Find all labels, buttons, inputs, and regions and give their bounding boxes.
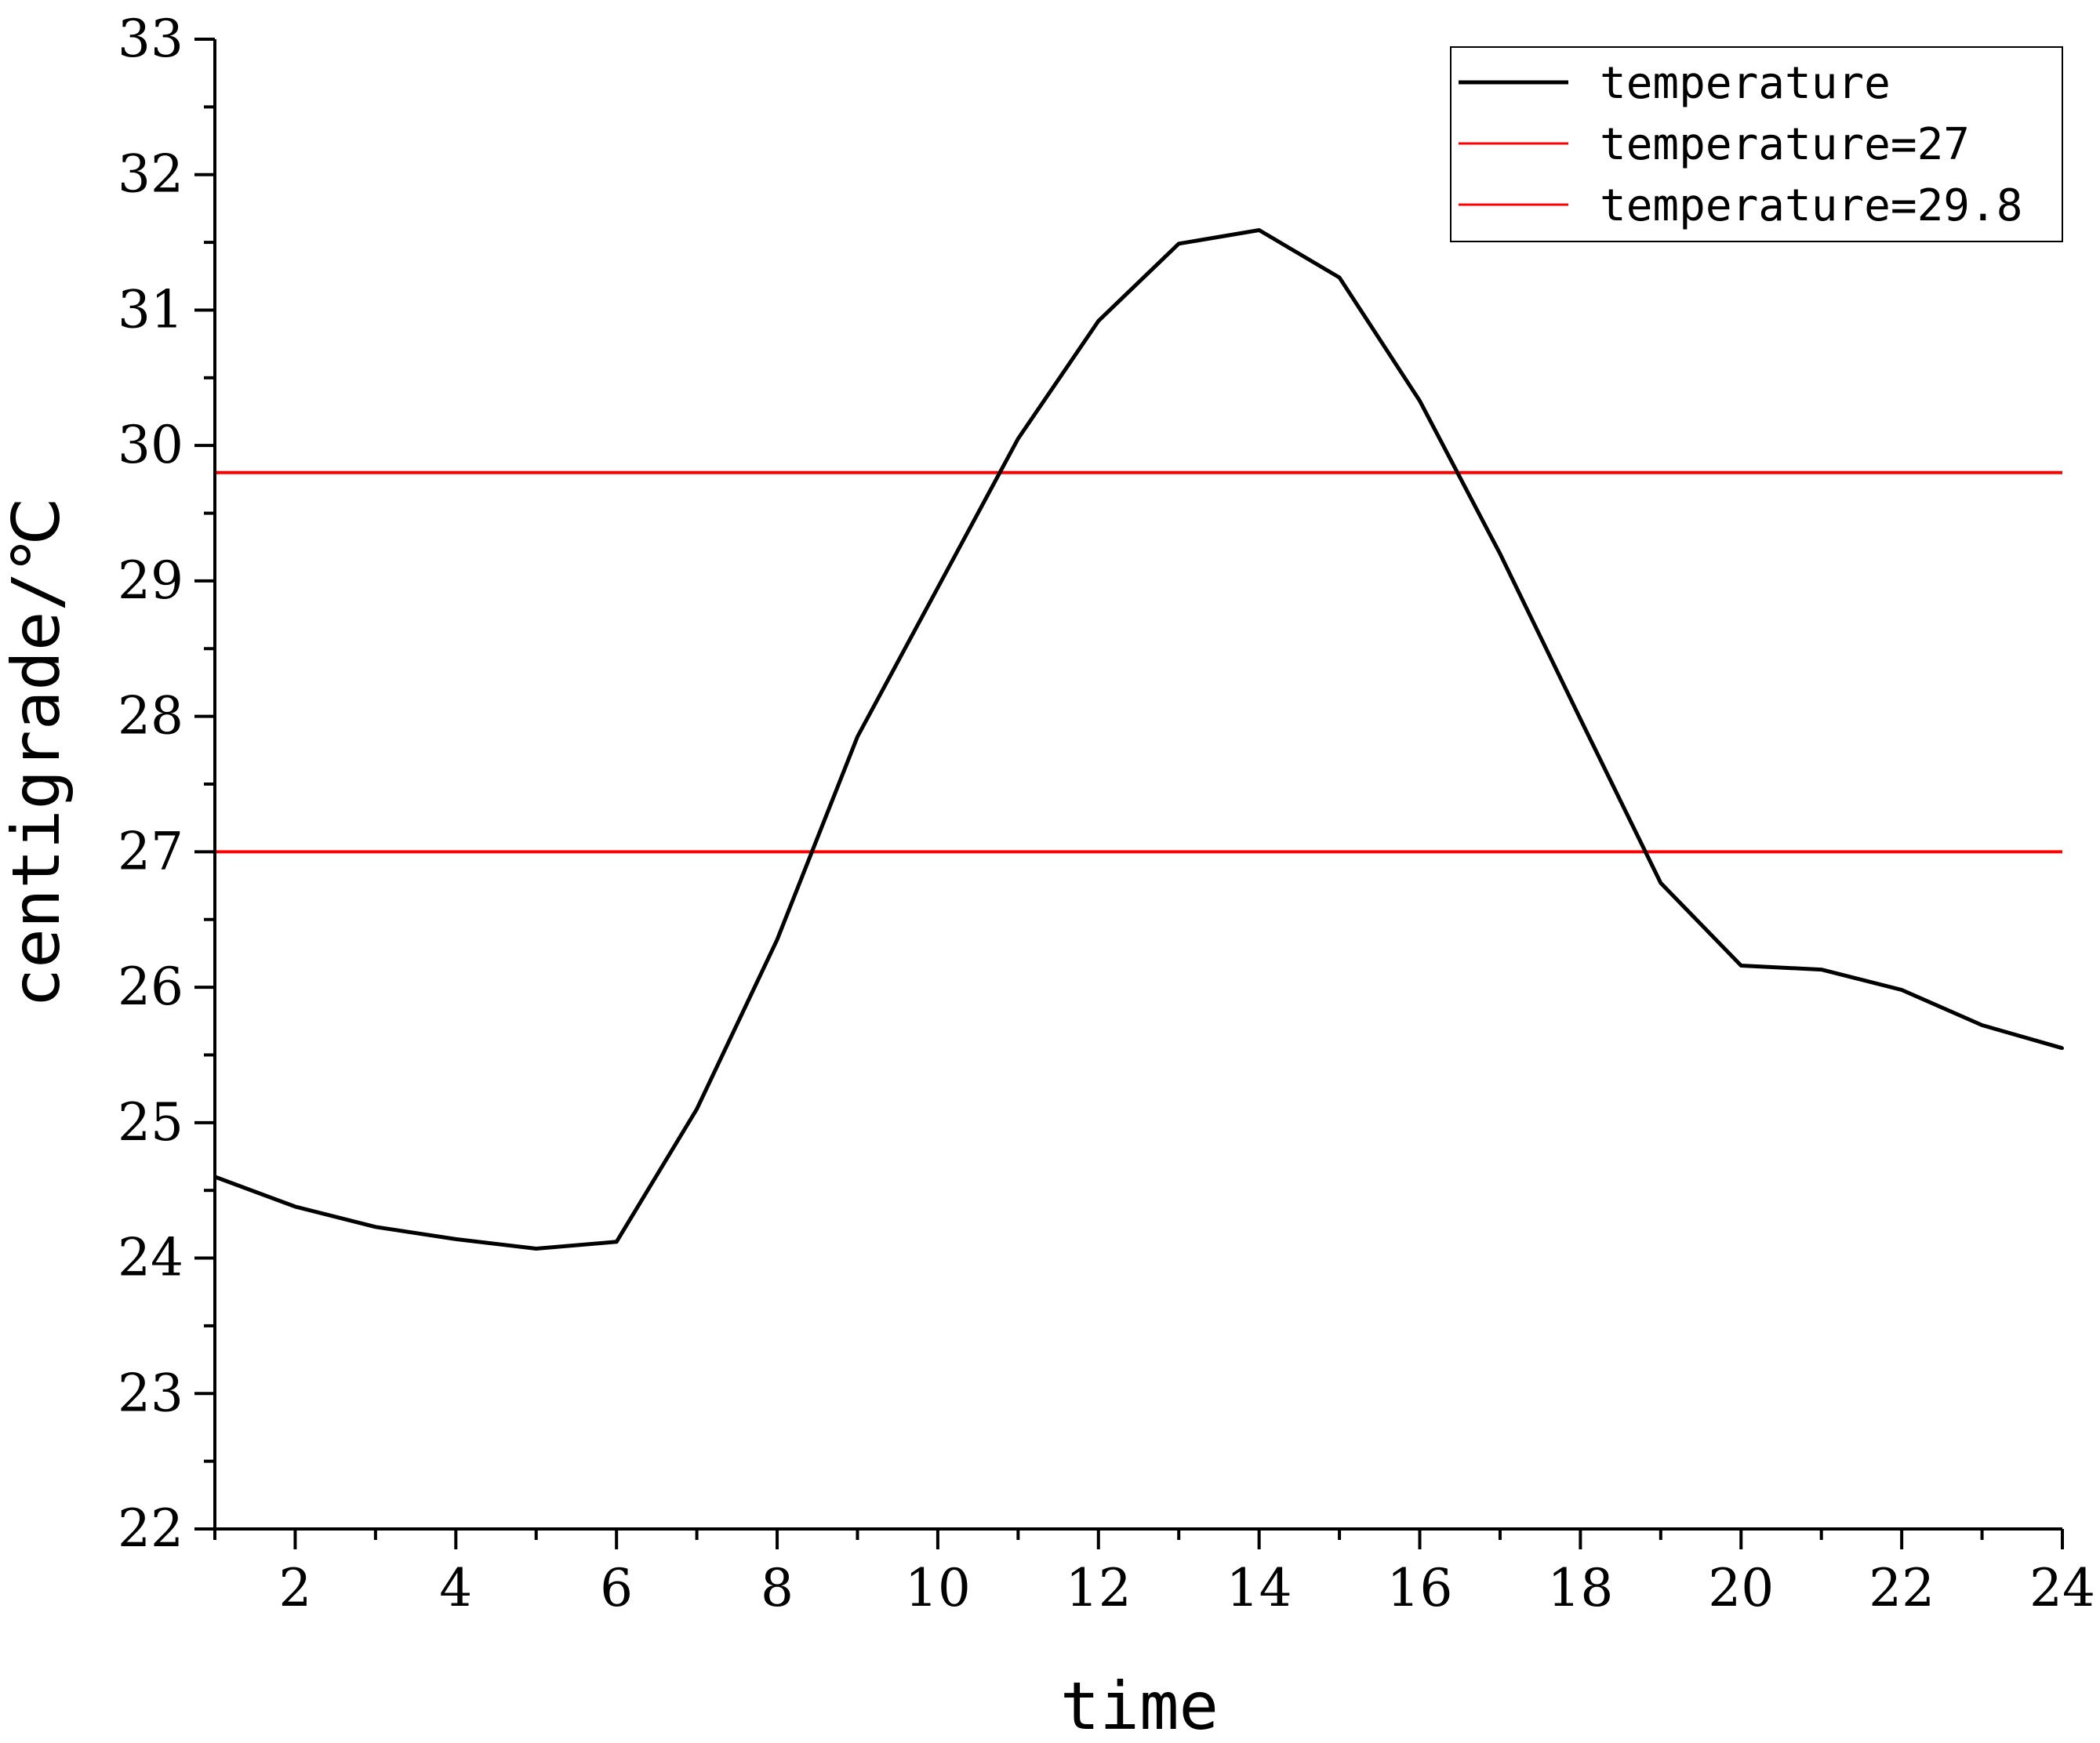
temperature-point (1739, 964, 1743, 968)
temperature-point (776, 938, 779, 942)
y-tick-label: 33 (118, 9, 183, 69)
legend-label: temperature (1600, 58, 1891, 109)
y-tick-label: 23 (118, 1363, 183, 1423)
x-tick-label: 24 (2029, 1558, 2095, 1618)
temperature-point (1900, 988, 1904, 992)
temperature-point (615, 1240, 619, 1244)
temperature-point (856, 735, 859, 739)
series-layer (213, 228, 2064, 1251)
x-tick-label: 16 (1387, 1558, 1453, 1618)
x-tick-label: 14 (1226, 1558, 1292, 1618)
y-tick-label: 26 (118, 957, 183, 1017)
x-tick-label: 10 (905, 1558, 971, 1618)
reference-lines (215, 470, 2062, 854)
y-tick-label: 27 (118, 821, 183, 881)
x-tick-label: 8 (761, 1558, 794, 1618)
temperature-point (1016, 437, 1020, 441)
y-tick-label: 24 (118, 1228, 183, 1288)
temperature-point (1980, 1023, 1984, 1027)
legend-label: temperature=29.8 (1600, 180, 2022, 231)
x-tick-label: 18 (1547, 1558, 1613, 1618)
temperature-point (373, 1225, 377, 1229)
temperature-point (1177, 241, 1181, 245)
temperature-point (1418, 399, 1422, 403)
x-tick-label: 20 (1708, 1558, 1774, 1618)
temperature-point (1659, 881, 1662, 885)
x-tick-label: 4 (439, 1558, 472, 1618)
x-tick-label: 2 (278, 1558, 311, 1618)
temperature-point (1579, 717, 1582, 721)
y-tick-label: 32 (118, 144, 183, 205)
temperature-point (534, 1247, 538, 1251)
temperature-series-line (214, 228, 2063, 1251)
temperature-point (1498, 552, 1502, 556)
x-axis-title: time (1060, 1668, 1219, 1743)
legend-label: temperature=27 (1600, 119, 1970, 170)
temperature-point (695, 1107, 699, 1111)
y-tick-label: 22 (118, 1498, 183, 1559)
y-tick-label: 29 (118, 550, 183, 611)
x-tick-label: 12 (1066, 1558, 1132, 1618)
temperature-point (2061, 1046, 2064, 1050)
temperature-point (1257, 228, 1261, 232)
legend: temperature temperature=27 temperature=29.… (1450, 46, 2063, 242)
y-tick-label: 30 (118, 415, 183, 475)
temperature-point (1338, 276, 1342, 279)
y-axis-title: centigrade/℃ (0, 498, 74, 1008)
temperature-point (293, 1204, 297, 1208)
temperature-point (454, 1237, 458, 1241)
temperature-point (1096, 319, 1100, 323)
y-tick-label: 25 (118, 1092, 183, 1153)
y-tick-label: 31 (118, 279, 183, 340)
x-tick-label: 6 (600, 1558, 633, 1618)
temperature-point (936, 586, 939, 590)
y-tick-label: 28 (118, 686, 183, 746)
temperature-point (1819, 968, 1823, 971)
x-tick-label: 22 (1869, 1558, 1935, 1618)
